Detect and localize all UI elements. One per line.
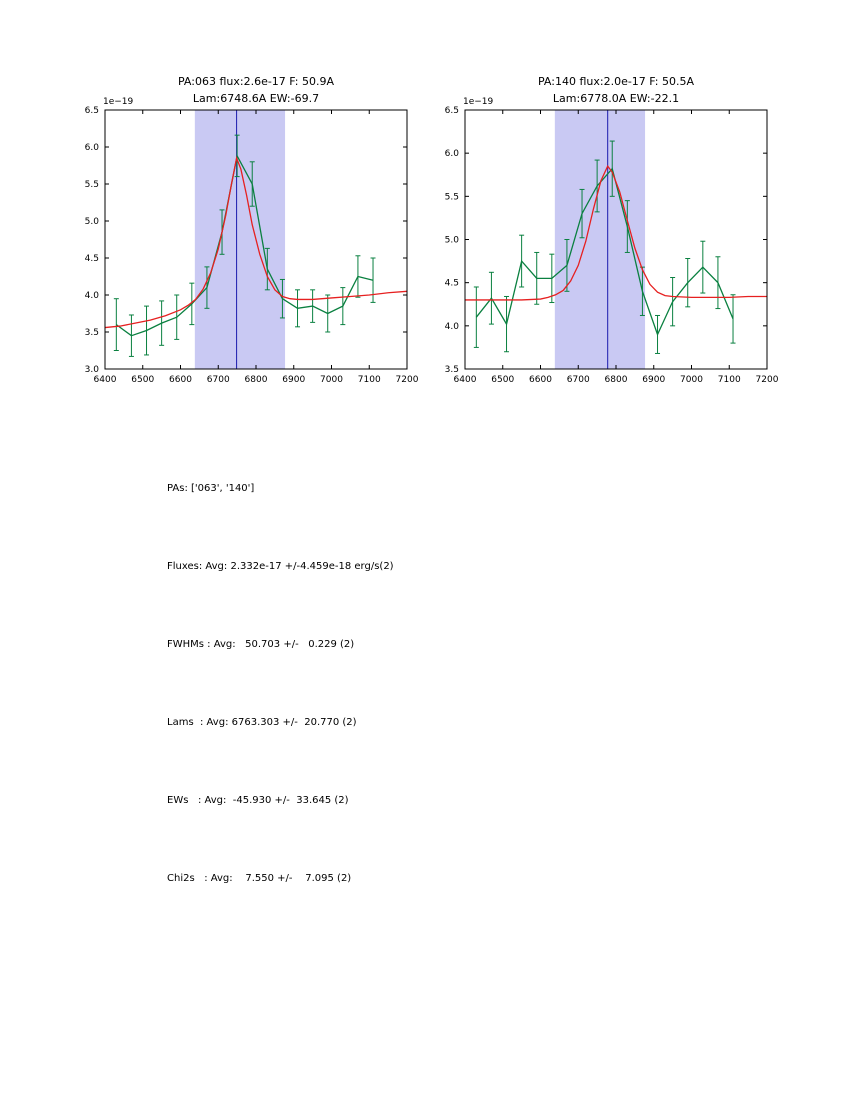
x-tick-label: 6700 xyxy=(207,375,230,385)
y-tick-label: 6.5 xyxy=(445,106,459,116)
y-tick-label: 5.5 xyxy=(85,180,99,190)
stats-line-pas: PAs: ['063', '140'] xyxy=(167,483,255,494)
spectrum-line xyxy=(115,153,374,337)
y-tick-label: 3.5 xyxy=(445,365,459,375)
x-tick-label: 6700 xyxy=(567,375,590,385)
y-tick-label: 3.0 xyxy=(85,365,100,375)
x-tick-label: 7000 xyxy=(680,375,703,385)
x-tick-label: 7000 xyxy=(320,375,343,385)
chart-title: PA:063 flux:2.6e-17 F: 50.9A xyxy=(178,75,334,88)
gaussian-fit-line xyxy=(465,164,767,301)
y-tick-label: 6.0 xyxy=(85,143,100,153)
x-tick-label: 6400 xyxy=(454,375,477,385)
chart-pa063: 6400 6500 6600 6700 6800 6900 7000 7100 7200 3.0 3… xyxy=(60,58,440,393)
x-tick-label: 6800 xyxy=(605,375,628,385)
y-tick-label: 5.0 xyxy=(85,217,100,227)
y-axis-offset-label: 1e−19 xyxy=(463,97,494,107)
x-tick-label: 6600 xyxy=(529,375,552,385)
x-tick-label: 6400 xyxy=(94,375,117,385)
x-tick-label: 7200 xyxy=(396,375,419,385)
x-tick-label: 7100 xyxy=(358,375,381,385)
y-tick-label: 6.0 xyxy=(445,149,460,159)
x-tick-label: 7200 xyxy=(756,375,779,385)
x-tick-label: 6900 xyxy=(282,375,305,385)
chart-pa140: 6400 6500 6600 6700 6800 6900 7000 7100 7200 3.5 4… xyxy=(420,58,800,393)
y-tick-label: 5.5 xyxy=(445,192,459,202)
y-tick-label: 4.0 xyxy=(85,291,100,301)
y-tick-label: 4.0 xyxy=(445,322,460,332)
spectrum-line xyxy=(475,167,734,337)
stats-line-ews: EWs : Avg: -45.930 +/- 33.645 (2) xyxy=(167,795,349,806)
x-tick-label: 6500 xyxy=(491,375,514,385)
x-tick-label: 6500 xyxy=(131,375,154,385)
x-tick-label: 6600 xyxy=(169,375,192,385)
x-tick-label: 7100 xyxy=(718,375,741,385)
y-tick-label: 6.5 xyxy=(85,106,99,116)
y-tick-label: 4.5 xyxy=(445,279,459,289)
stats-line-chi2s: Chi2s : Avg: 7.550 +/- 7.095 (2) xyxy=(167,873,352,884)
stats-text-block: PAs: ['063', '140'] Fluxes: Avg: 2.332e-… xyxy=(167,424,394,944)
x-tick-label: 6900 xyxy=(642,375,665,385)
fit-window-band xyxy=(194,110,286,369)
chart-plot-area: 6400 6500 6600 6700 6800 6900 7000 7100 7200 3.5 4… xyxy=(445,75,779,385)
x-tick-label: 6800 xyxy=(245,375,268,385)
chart-title: PA:140 flux:2.0e-17 F: 50.5A xyxy=(538,75,694,88)
stats-line-fwhms: FWHMs : Avg: 50.703 +/- 0.229 (2) xyxy=(167,639,355,650)
chart-plot-area: 6400 6500 6600 6700 6800 6900 7000 7100 7200 3.0 3… xyxy=(85,75,419,385)
y-axis-offset-label: 1e−19 xyxy=(103,97,134,107)
y-tick-label: 4.5 xyxy=(85,254,99,264)
y-tick-label: 5.0 xyxy=(445,236,460,246)
chart-subtitle: Lam:6748.6A EW:-69.7 xyxy=(193,92,319,105)
gaussian-fit-line xyxy=(104,155,408,329)
y-tick-label: 3.5 xyxy=(85,328,99,338)
stats-line-lams: Lams : Avg: 6763.303 +/- 20.770 (2) xyxy=(167,717,357,728)
stats-line-fluxes: Fluxes: Avg: 2.332e-17 +/-4.459e-18 erg/… xyxy=(167,561,394,572)
chart-subtitle: Lam:6778.0A EW:-22.1 xyxy=(553,92,679,105)
